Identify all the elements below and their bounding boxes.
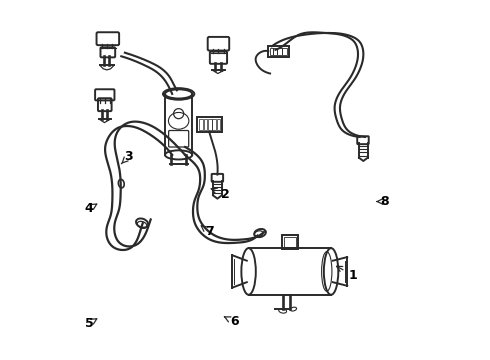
Text: 1: 1	[337, 266, 357, 282]
Text: 5: 5	[85, 317, 97, 330]
Text: 3: 3	[122, 150, 133, 164]
Text: 7: 7	[201, 225, 214, 238]
Text: 6: 6	[224, 315, 239, 328]
Text: 8: 8	[377, 195, 389, 208]
Text: 4: 4	[85, 202, 97, 215]
Text: 2: 2	[211, 188, 230, 201]
